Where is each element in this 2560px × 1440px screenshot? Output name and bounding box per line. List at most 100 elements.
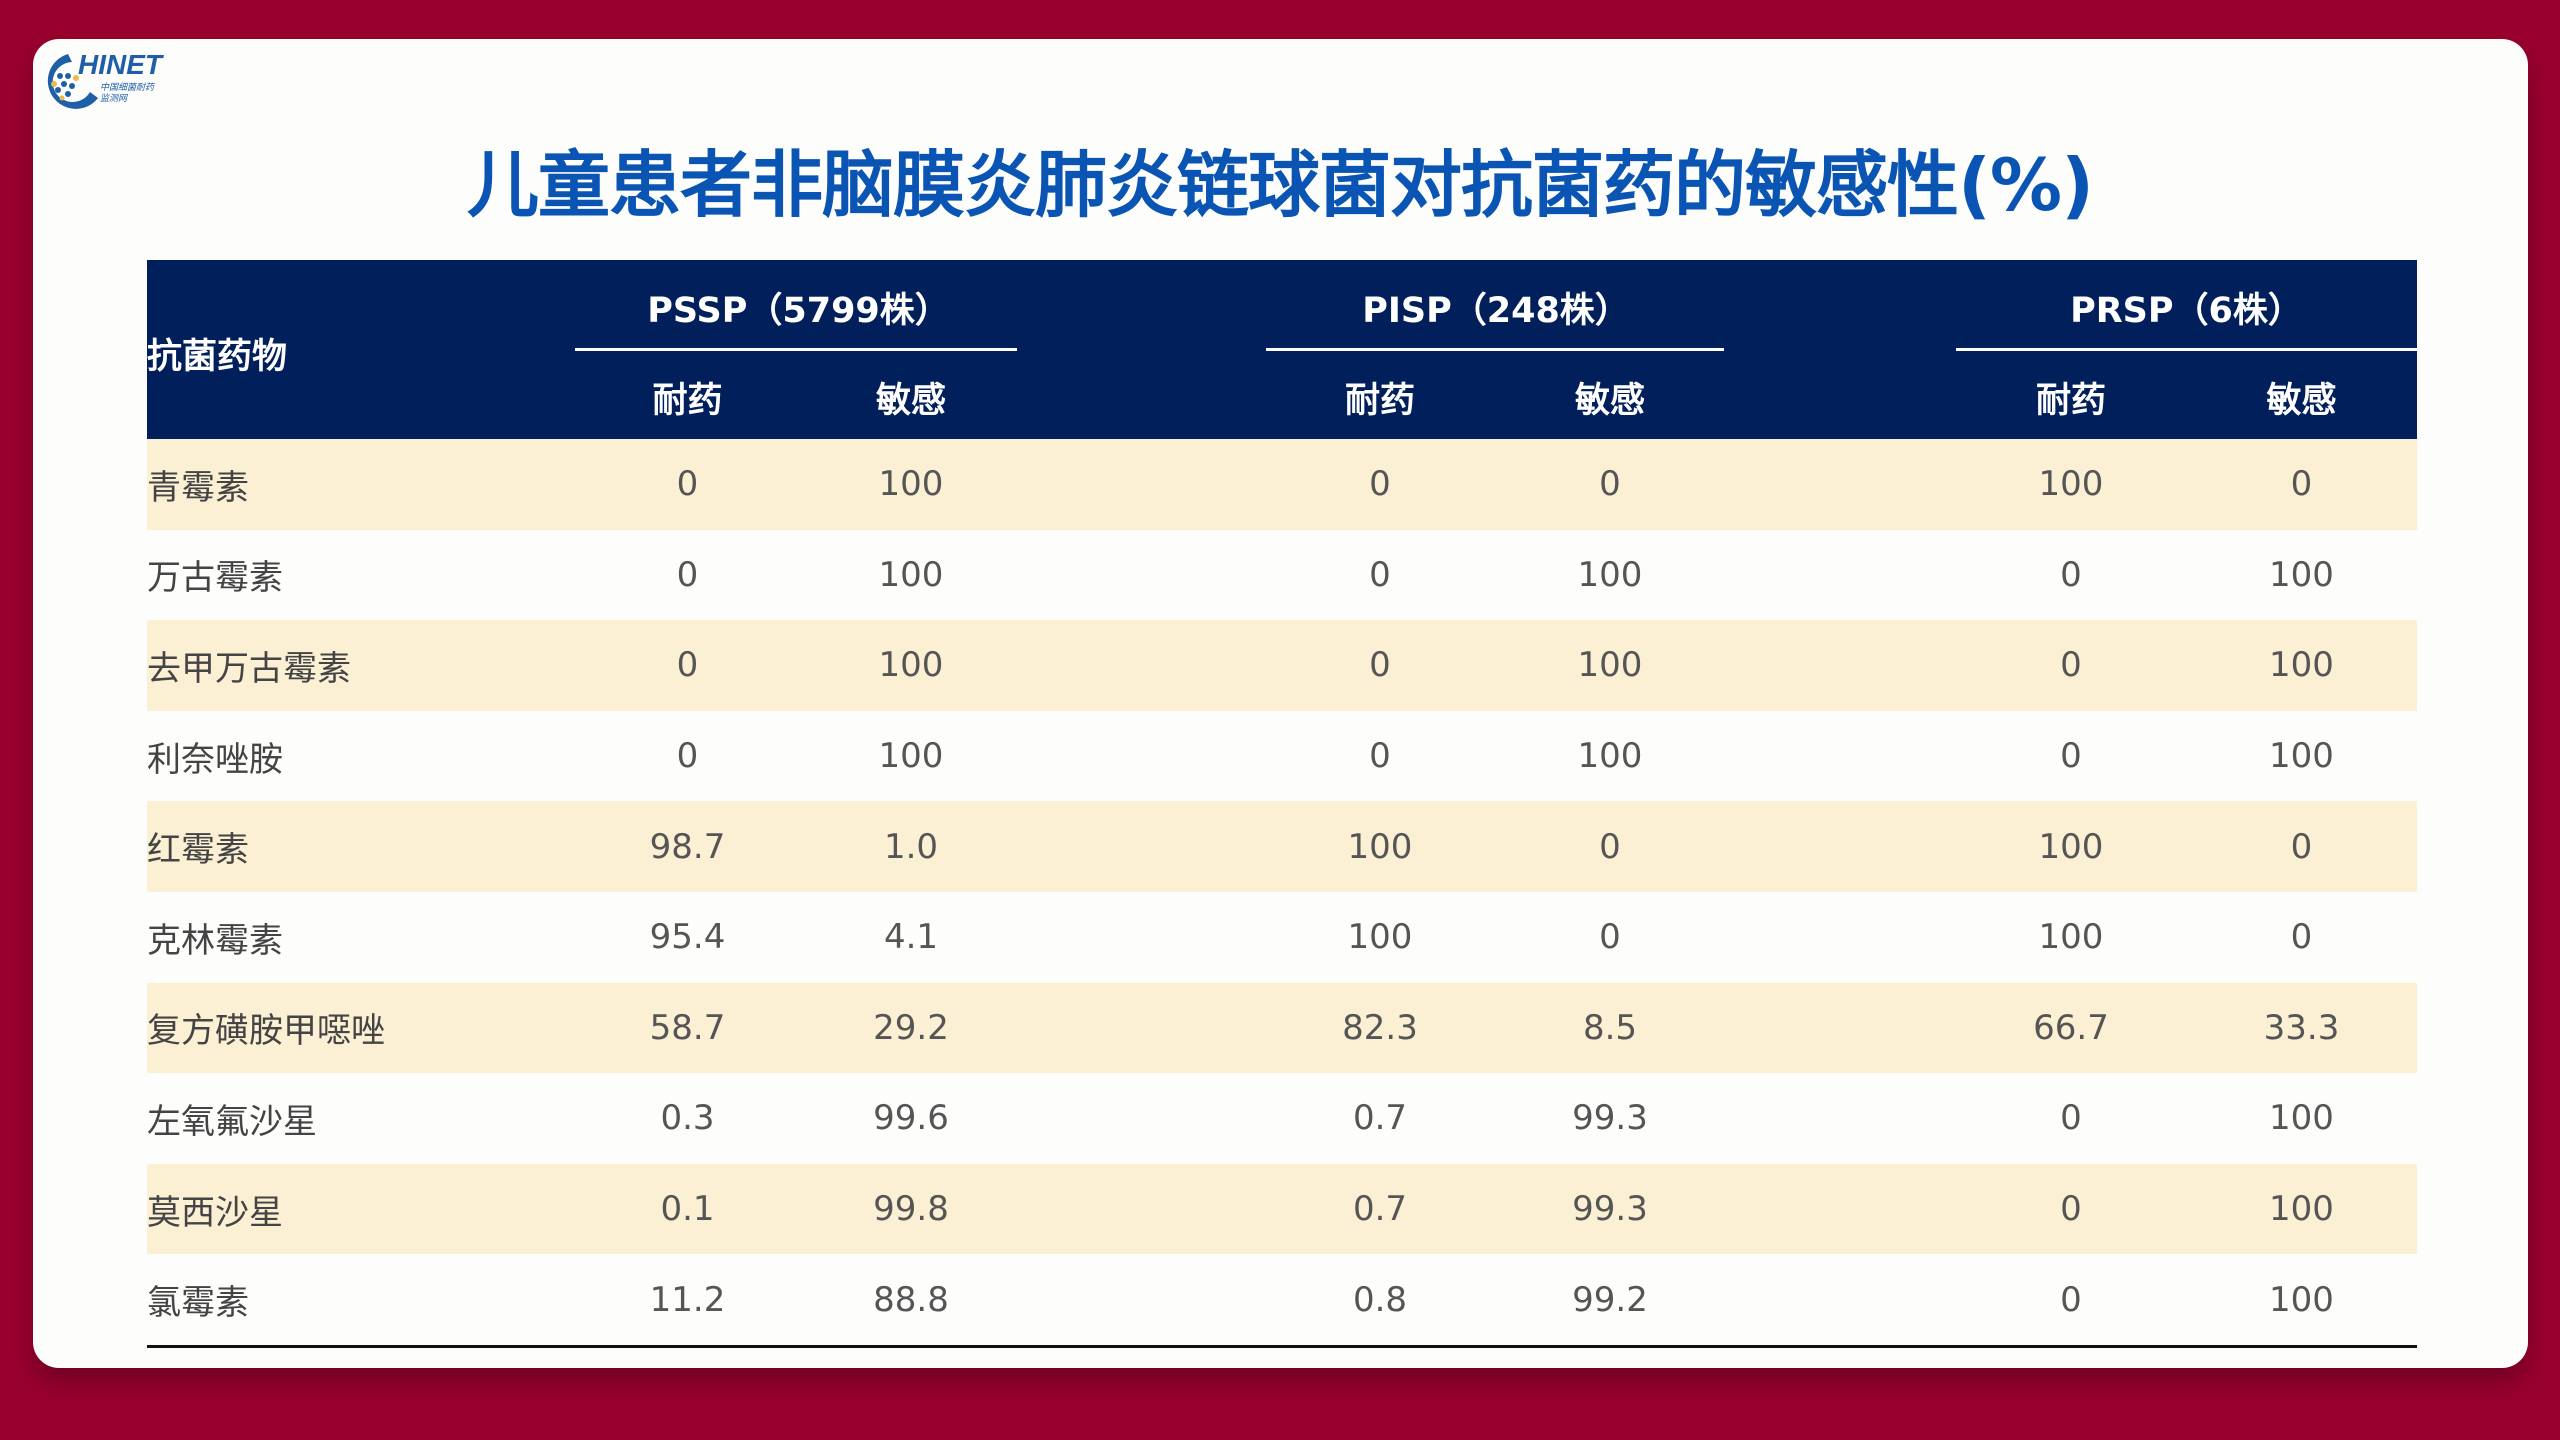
value-cell: 66.7 (2033, 1007, 2109, 1048)
value-cell: 0 (2060, 1189, 2082, 1230)
value-cell: 0 (2060, 1279, 2082, 1320)
value-cell: 0 (676, 645, 699, 686)
header-susceptible: 敏感 (2266, 381, 2337, 421)
svg-text:监测网: 监测网 (100, 93, 128, 104)
value-cell: 0 (676, 464, 699, 505)
table-header: 抗菌药物 PSSP（5799株） 耐药 敏感 PISP（248株） 耐药 敏感 … (147, 260, 2417, 439)
value-cell: 99.2 (1572, 1279, 1648, 1320)
value-cell: 99.3 (1572, 1189, 1648, 1230)
drug-name: 青霉素 (147, 467, 249, 508)
value-cell: 0 (1369, 645, 1391, 686)
drug-name: 氯霉素 (147, 1283, 249, 1324)
value-cell: 0.1 (660, 1189, 715, 1230)
drug-name: 利奈唑胺 (147, 739, 283, 780)
drug-name: 左氧氟沙星 (147, 1101, 317, 1142)
header-susceptible: 敏感 (875, 381, 946, 421)
value-cell: 0 (676, 554, 699, 595)
value-cell: 8.5 (1582, 1007, 1638, 1048)
value-cell: 100 (2038, 917, 2104, 958)
table-body: 青霉素 0 100 0 0 100 0 万古霉素 0 100 0 100 0 100 去甲万古霉素 0 100 0… (147, 439, 2417, 1345)
table-row: 复方磺胺甲噁唑 58.7 29.2 82.3 8.5 66.7 33.3 (147, 982, 2417, 1074)
value-cell: 0 (1369, 736, 1391, 777)
value-cell: 0 (1599, 464, 1621, 505)
value-cell: 99.3 (1572, 1098, 1648, 1139)
value-cell: 100 (2269, 645, 2334, 686)
value-cell: 100 (1347, 917, 1413, 958)
page-title: 儿童患者非脑膜炎肺炎链球菌对抗菌药的敏感性(%) (467, 143, 2094, 227)
header-group-prsp: PRSP（6株） (2070, 291, 2303, 331)
value-cell: 0 (2060, 554, 2082, 595)
value-cell: 100 (2038, 826, 2104, 867)
value-cell: 0.7 (1352, 1189, 1408, 1230)
table-bottom-rule (147, 1344, 2417, 1348)
value-cell: 0 (1599, 826, 1621, 867)
value-cell: 0 (1369, 464, 1391, 505)
value-cell: 82.3 (1342, 1007, 1418, 1048)
table-row: 莫西沙星 0.1 99.8 0.7 99.3 0 100 (147, 1163, 2417, 1255)
susceptibility-table: 抗菌药物 PSSP（5799株） 耐药 敏感 PISP（248株） 耐药 敏感 … (147, 260, 2417, 1348)
value-cell: 99.6 (873, 1098, 949, 1139)
drug-name: 红霉素 (147, 830, 249, 871)
svg-text:HINET: HINET (78, 49, 165, 80)
header-drug: 抗菌药物 (147, 337, 288, 377)
header-group-pssp: PSSP（5799株） (647, 291, 950, 331)
value-cell: 100 (878, 645, 944, 686)
group-divider (1956, 348, 2417, 351)
value-cell: 0 (676, 736, 699, 777)
drug-name: 克林霉素 (147, 920, 283, 961)
value-cell: 0 (2290, 826, 2313, 867)
header-resistant: 耐药 (1344, 381, 1415, 421)
table-row: 利奈唑胺 0 100 0 100 0 100 (147, 711, 2417, 802)
value-cell: 100 (878, 554, 944, 595)
value-cell: 100 (1577, 736, 1643, 777)
table-row: 红霉素 98.7 1.0 100 0 100 0 (147, 801, 2417, 892)
table-row: 万古霉素 0 100 0 100 0 100 (147, 530, 2417, 621)
value-cell: 100 (2038, 464, 2104, 505)
value-cell: 0.7 (1352, 1098, 1408, 1139)
value-cell: 100 (2269, 1189, 2334, 1230)
value-cell: 88.8 (873, 1279, 949, 1320)
value-cell: 0 (2060, 736, 2082, 777)
table-row: 克林霉素 95.4 4.1 100 0 100 0 (147, 892, 2417, 983)
value-cell: 95.4 (649, 917, 726, 958)
group-divider (1266, 348, 1724, 351)
value-cell: 100 (2269, 1098, 2334, 1139)
value-cell: 99.8 (873, 1189, 949, 1230)
table-row: 氯霉素 11.2 88.8 0.8 99.2 0 100 (147, 1254, 2417, 1345)
group-divider (575, 348, 1017, 351)
value-cell: 33.3 (2263, 1007, 2340, 1048)
svg-text:中国细菌耐药: 中国细菌耐药 (100, 82, 156, 93)
table-row: 青霉素 0 100 0 0 100 0 (147, 439, 2417, 530)
value-cell: 98.7 (649, 826, 726, 867)
header-susceptible: 敏感 (1574, 381, 1645, 421)
drug-name: 去甲万古霉素 (147, 648, 351, 689)
value-cell: 11.2 (649, 1279, 726, 1320)
value-cell: 4.1 (883, 917, 939, 958)
value-cell: 0 (2290, 464, 2313, 505)
chinet-logo: HINET 中国细菌耐药 监测网 (47, 49, 165, 109)
header-group-pisp: PISP（248株） (1362, 291, 1630, 331)
value-cell: 100 (878, 464, 944, 505)
value-cell: 100 (2269, 736, 2334, 777)
drug-name: 莫西沙星 (147, 1192, 283, 1233)
value-cell: 100 (878, 736, 944, 777)
value-cell: 0 (2060, 645, 2082, 686)
value-cell: 100 (1577, 645, 1643, 686)
drug-name: 复方磺胺甲噁唑 (147, 1011, 385, 1052)
value-cell: 0 (1599, 917, 1621, 958)
value-cell: 0.3 (660, 1098, 715, 1139)
value-cell: 0 (1369, 554, 1391, 595)
value-cell: 100 (1347, 826, 1413, 867)
value-cell: 0 (2060, 1098, 2082, 1139)
header-resistant: 耐药 (2035, 381, 2106, 421)
value-cell: 29.2 (873, 1007, 949, 1048)
table-row: 去甲万古霉素 0 100 0 100 0 100 (147, 620, 2417, 711)
value-cell: 100 (2269, 554, 2334, 595)
value-cell: 100 (2269, 1279, 2334, 1320)
header-resistant: 耐药 (652, 381, 723, 421)
value-cell: 58.7 (649, 1007, 726, 1048)
value-cell: 1.0 (883, 826, 939, 867)
drug-name: 万古霉素 (147, 558, 283, 599)
value-cell: 0.8 (1352, 1279, 1408, 1320)
table-row: 左氧氟沙星 0.3 99.6 0.7 99.3 0 100 (147, 1073, 2417, 1164)
